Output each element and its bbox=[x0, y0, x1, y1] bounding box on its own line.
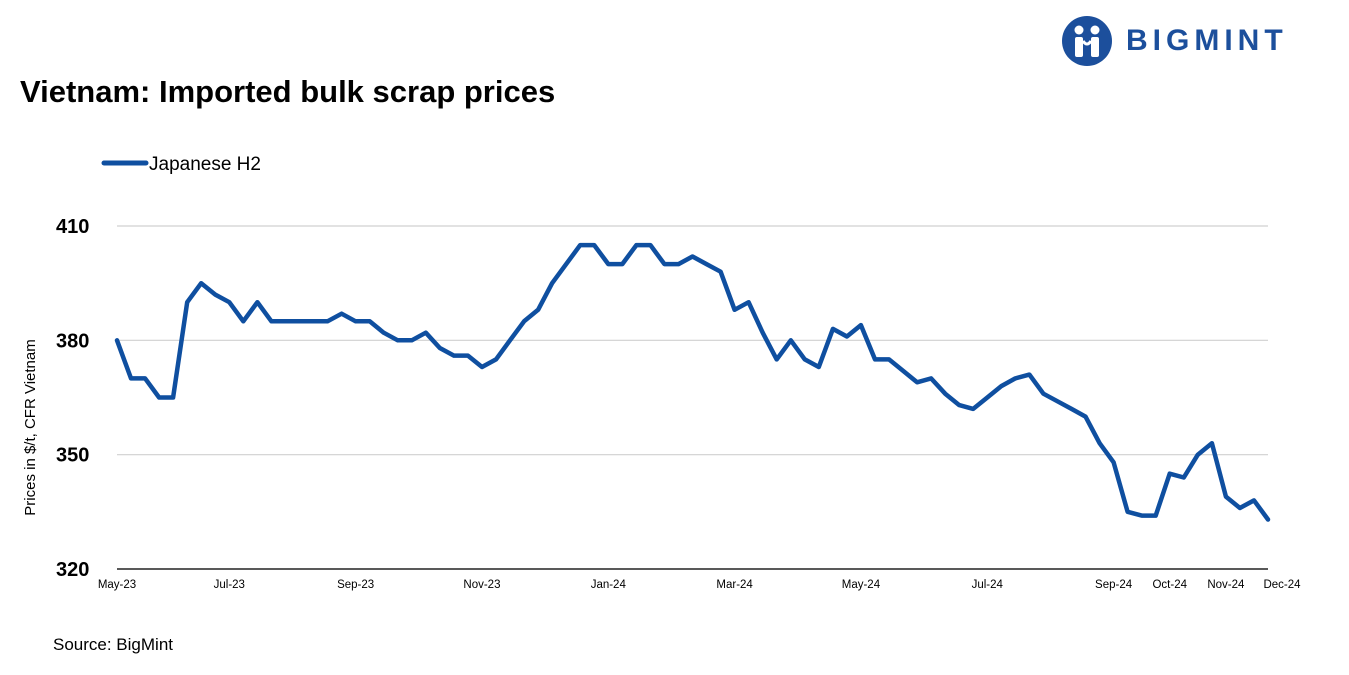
series-line-japanese-h2 bbox=[114, 242, 1271, 522]
y-tick-label: 320 bbox=[56, 559, 89, 581]
y-axis-ticks: 320 350 380 410 bbox=[56, 216, 89, 581]
series-group bbox=[114, 242, 1271, 522]
source-note: Source: BigMint bbox=[53, 635, 173, 654]
x-tick-label: May-23 bbox=[98, 579, 136, 591]
y-tick-label: 380 bbox=[56, 330, 89, 352]
x-tick-label: Sep-24 bbox=[1095, 579, 1133, 591]
x-tick-label: Mar-24 bbox=[716, 579, 753, 591]
y-tick-label: 410 bbox=[56, 216, 89, 238]
brand-name: BIGMINT bbox=[1126, 24, 1288, 57]
x-axis-ticks: May-23 Jul-23 Sep-23 Nov-23 Jan-24 Mar-24 May-… bbox=[98, 579, 1301, 591]
legend-label: Japanese H2 bbox=[149, 154, 261, 175]
legend: Japanese H2 bbox=[101, 154, 261, 175]
y-tick-label: 350 bbox=[56, 445, 89, 467]
x-tick-label: Nov-24 bbox=[1207, 579, 1245, 591]
x-tick-label: Sep-23 bbox=[337, 579, 374, 591]
bigmint-logo-icon bbox=[1062, 16, 1112, 66]
chart-title: Vietnam: Imported bulk scrap prices bbox=[20, 74, 556, 109]
x-tick-label: Jan-24 bbox=[591, 579, 627, 591]
x-tick-label: Nov-23 bbox=[463, 579, 500, 591]
x-tick-label: Oct-24 bbox=[1152, 579, 1187, 591]
x-tick-label: Dec-24 bbox=[1263, 579, 1301, 591]
x-tick-label: Jul-23 bbox=[214, 579, 245, 591]
x-tick-label: Jul-24 bbox=[972, 579, 1004, 591]
brand-logo: BIGMINT bbox=[1060, 14, 1320, 68]
x-tick-label: May-24 bbox=[842, 579, 881, 591]
y-axis-label: Prices in $/t, CFR Vietnam bbox=[22, 339, 39, 515]
grid-lines bbox=[117, 225, 1268, 570]
